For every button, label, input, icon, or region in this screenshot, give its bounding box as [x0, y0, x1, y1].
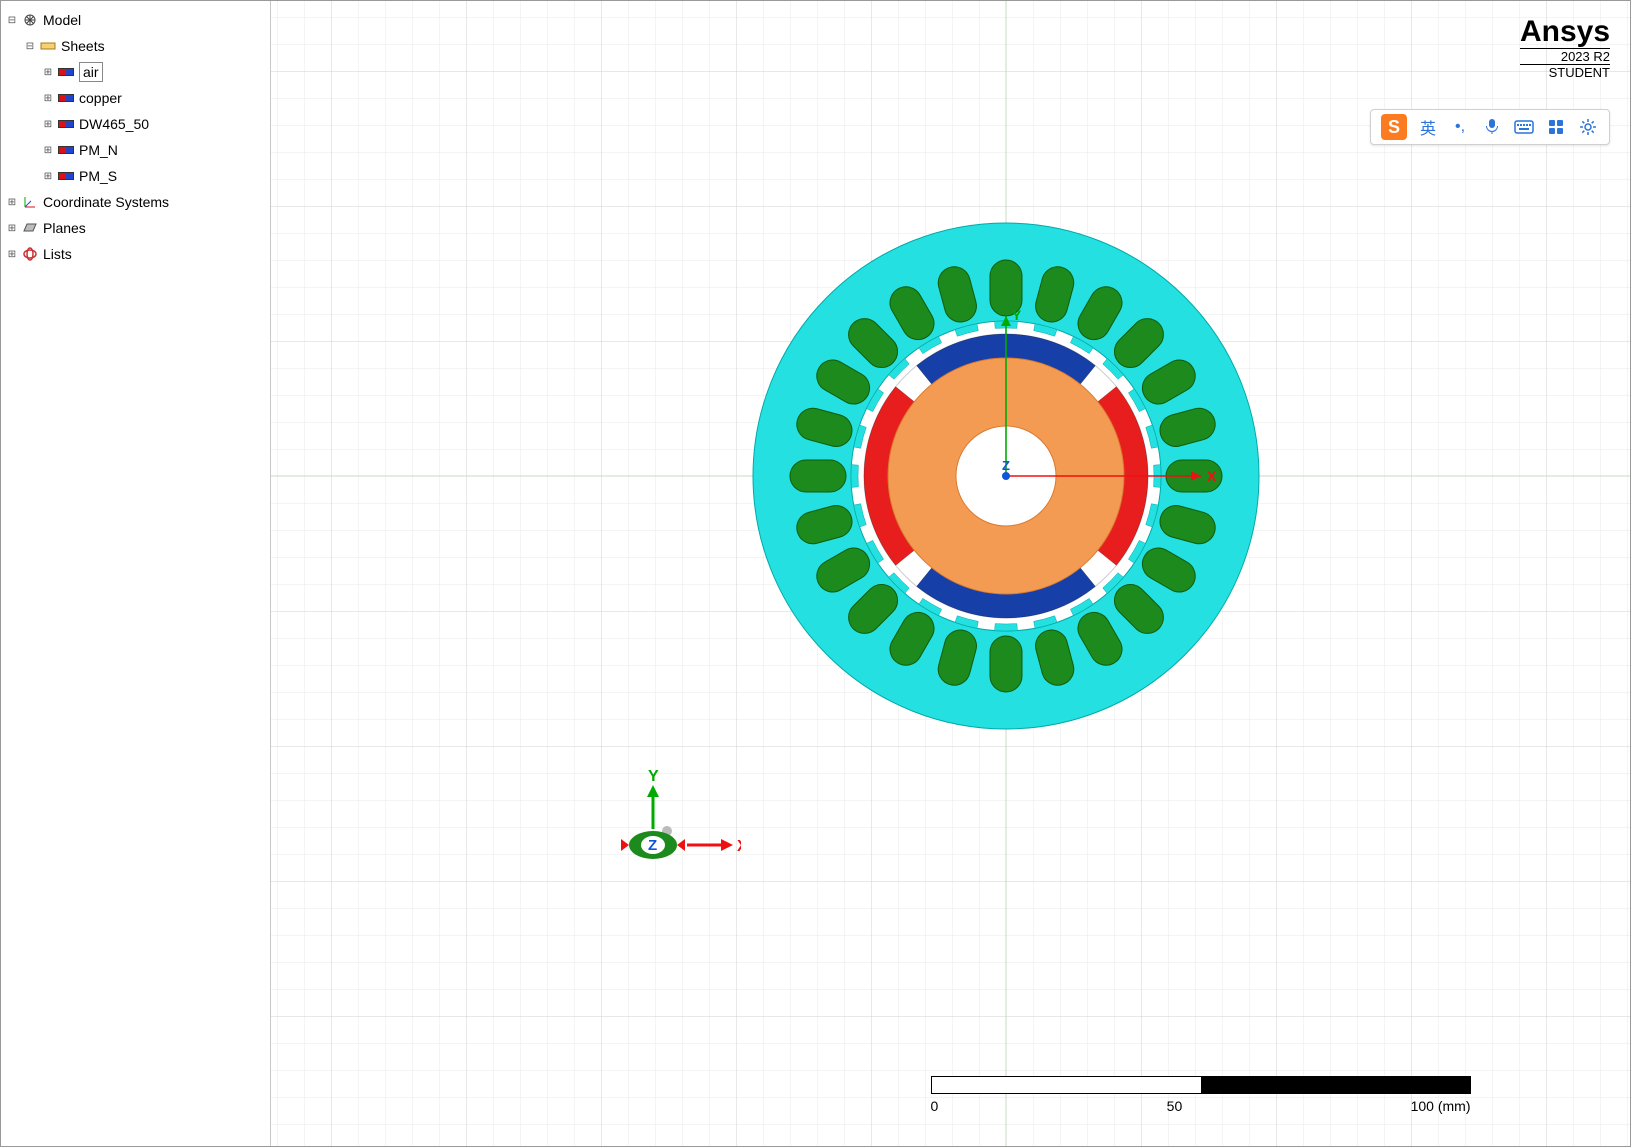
tree-node-sheet-item[interactable]: ⊞ DW465_50 — [1, 111, 270, 137]
tree-node-lists[interactable]: ⊞ Lists — [1, 241, 270, 267]
lists-icon — [21, 245, 39, 263]
magnet-icon — [57, 63, 75, 81]
scale-bar-segments — [931, 1076, 1471, 1094]
scale-tick: 100 — [1411, 1098, 1471, 1114]
magnet-icon — [57, 89, 75, 107]
model-icon — [21, 11, 39, 29]
tree-node-sheet-item[interactable]: ⊞ PM_N — [1, 137, 270, 163]
edition-text: STUDENT — [1520, 64, 1610, 80]
expander-icon[interactable]: ⊟ — [23, 39, 37, 53]
scale-tick: 50 — [1167, 1098, 1183, 1114]
expander-icon[interactable]: ⊞ — [41, 91, 55, 105]
tree-node-sheets[interactable]: ⊟ Sheets — [1, 33, 270, 59]
svg-text:Y: Y — [648, 768, 659, 785]
svg-text:Z: Z — [1002, 458, 1010, 473]
expander-icon[interactable]: ⊞ — [5, 221, 19, 235]
tree-node-coord[interactable]: ⊞ Coordinate Systems — [1, 189, 270, 215]
tree-label: DW465_50 — [79, 115, 149, 133]
tree-label: Sheets — [61, 37, 105, 55]
tree-label: PM_S — [79, 167, 117, 185]
expander-icon[interactable]: ⊞ — [5, 247, 19, 261]
sogou-logo-icon[interactable]: S — [1381, 114, 1407, 140]
svg-text:Y: Y — [1012, 307, 1022, 323]
ime-toolbar[interactable]: S 英 •, — [1370, 109, 1610, 145]
view-triad[interactable]: Z Y X — [611, 765, 741, 888]
scale-bar: 0 50 100 — [931, 1076, 1471, 1114]
expander-icon[interactable]: ⊞ — [41, 117, 55, 131]
magnet-icon — [57, 167, 75, 185]
svg-text:X: X — [737, 838, 741, 855]
tree-label: Lists — [43, 245, 72, 263]
coord-icon — [21, 193, 39, 211]
expander-icon[interactable]: ⊞ — [41, 143, 55, 157]
tree-node-planes[interactable]: ⊞ Planes — [1, 215, 270, 241]
svg-text:X: X — [1207, 468, 1217, 484]
graphics-viewport[interactable]: X Y Z Ansys 2023 R2 STUDENT S 英 •, — [271, 1, 1630, 1146]
scale-tick: 0 — [931, 1098, 939, 1114]
sheets-icon — [39, 37, 57, 55]
ime-mic-icon[interactable] — [1481, 116, 1503, 138]
expander-icon[interactable]: ⊞ — [41, 169, 55, 183]
ime-grid-icon[interactable] — [1545, 116, 1567, 138]
scale-bar-labels: 0 50 100 — [931, 1098, 1471, 1114]
ime-punct-button[interactable]: •, — [1449, 116, 1471, 138]
tree-label: copper — [79, 89, 122, 107]
ime-lang-button[interactable]: 英 — [1417, 116, 1439, 138]
app-root: ⊟ Model ⊟ Sheets ⊞ air ⊞ copper ⊞ DW465_50 ⊞ PM… — [0, 0, 1631, 1147]
tree-node-model[interactable]: ⊟ Model — [1, 7, 270, 33]
expander-icon[interactable]: ⊞ — [41, 65, 55, 79]
ime-keyboard-icon[interactable] — [1513, 116, 1535, 138]
tree-label: PM_N — [79, 141, 118, 159]
svg-text:Z: Z — [648, 837, 657, 854]
tree-node-sheet-item[interactable]: ⊞ PM_S — [1, 163, 270, 189]
planes-icon — [21, 219, 39, 237]
version-text: 2023 R2 — [1520, 48, 1610, 64]
canvas[interactable]: X Y Z — [271, 1, 1630, 1146]
ime-settings-icon[interactable] — [1577, 116, 1599, 138]
expander-icon[interactable]: ⊟ — [5, 13, 19, 27]
brand-text: Ansys — [1520, 15, 1610, 48]
tree-node-sheet-item[interactable]: ⊞ copper — [1, 85, 270, 111]
tree-label: Coordinate Systems — [43, 193, 169, 211]
tree-label: Model — [43, 11, 81, 29]
ansys-watermark: Ansys 2023 R2 STUDENT — [1520, 15, 1610, 81]
model-tree-panel[interactable]: ⊟ Model ⊟ Sheets ⊞ air ⊞ copper ⊞ DW465_50 ⊞ PM… — [1, 1, 271, 1146]
expander-icon[interactable]: ⊞ — [5, 195, 19, 209]
magnet-icon — [57, 115, 75, 133]
tree-label: Planes — [43, 219, 86, 237]
tree-label: air — [79, 62, 103, 82]
tree-node-sheet-item[interactable]: ⊞ air — [1, 59, 270, 85]
magnet-icon — [57, 141, 75, 159]
